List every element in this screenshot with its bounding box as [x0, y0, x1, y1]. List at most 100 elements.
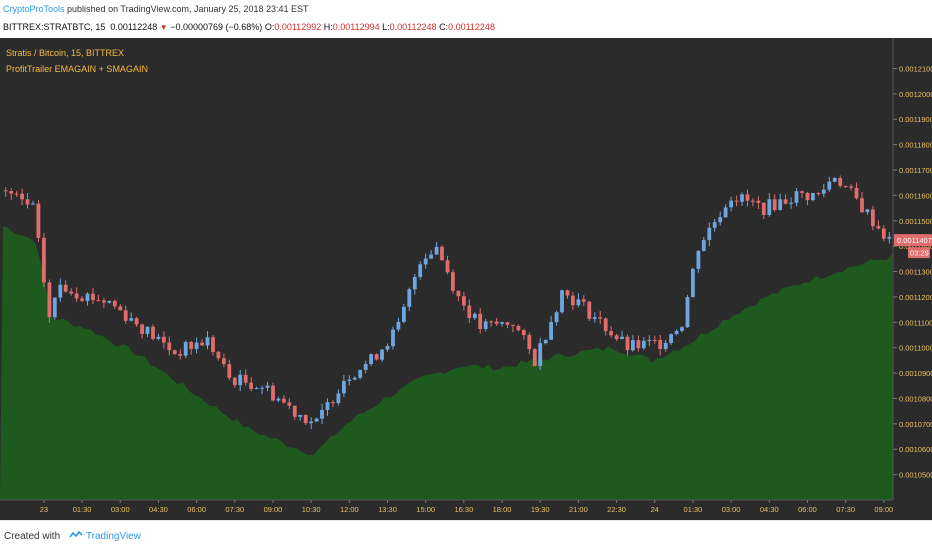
candle [211, 337, 215, 352]
candle [91, 293, 95, 301]
candle [505, 322, 510, 325]
candle [445, 260, 450, 273]
candle [238, 374, 243, 386]
candle [391, 329, 395, 347]
candle [407, 289, 412, 307]
candle [800, 191, 804, 193]
candle [74, 293, 79, 299]
candle [156, 336, 161, 339]
candle [712, 222, 717, 228]
candle [320, 409, 324, 419]
created-with-text: Created with [4, 531, 61, 542]
candle [521, 330, 526, 336]
candle [374, 354, 379, 360]
candle [805, 192, 810, 201]
candle [456, 290, 461, 297]
low-label: L: [382, 22, 390, 32]
candle [129, 318, 134, 321]
author-link[interactable]: CryptoProTools [3, 4, 65, 14]
candle [9, 191, 14, 194]
price-tick-label: 0.00120000 [899, 90, 932, 99]
candle [347, 379, 352, 381]
candle [887, 236, 892, 239]
candle [385, 346, 390, 350]
candle [325, 402, 330, 410]
candle [658, 340, 663, 349]
candle [543, 339, 548, 344]
time-tick-label: 03:00 [111, 505, 130, 514]
candle [52, 297, 57, 318]
candle [871, 209, 875, 227]
candle [636, 340, 641, 349]
candle [118, 306, 123, 311]
open-value: 0.00112992 [274, 22, 322, 32]
time-tick-label: 24 [651, 505, 659, 514]
candle [123, 310, 128, 321]
candle [31, 203, 35, 205]
candle [363, 364, 368, 370]
created-with: Created with TradingView [4, 530, 141, 542]
candle [881, 228, 886, 239]
close-value: 0.00112248 [448, 22, 495, 32]
candle [429, 254, 433, 259]
candle [14, 193, 19, 195]
candle [631, 340, 635, 351]
time-tick-label: 04:30 [760, 505, 779, 514]
candle [494, 321, 499, 324]
close-label: C: [439, 22, 449, 32]
candle [489, 321, 493, 323]
candle [849, 186, 853, 188]
candle [36, 203, 41, 238]
candle [309, 421, 313, 424]
candle [271, 385, 275, 401]
candle [276, 398, 281, 401]
time-tick-label: 16:30 [454, 505, 473, 514]
candle [249, 382, 253, 389]
candle [843, 185, 848, 187]
time-tick-label: 04:30 [149, 505, 168, 514]
candle [581, 299, 586, 302]
candle [282, 398, 286, 403]
candle [756, 200, 761, 203]
candle [767, 199, 772, 215]
indicator-area [0, 225, 893, 500]
candle [42, 237, 46, 283]
candle [827, 181, 832, 190]
tradingview-brand-link[interactable]: TradingView [85, 531, 141, 542]
candle [243, 374, 248, 383]
candle [25, 199, 30, 205]
candle [336, 393, 341, 404]
candle [418, 264, 423, 277]
candle [314, 418, 319, 422]
candle [96, 300, 101, 302]
candle [696, 250, 701, 269]
candle [80, 298, 84, 301]
tradingview-logo-icon [69, 530, 83, 538]
time-tick-label: 15:00 [416, 505, 435, 514]
candle [69, 291, 74, 294]
publish-header: CryptoProTools published on TradingView.… [0, 0, 932, 38]
candle [483, 321, 488, 329]
candle [811, 193, 815, 201]
candle [380, 349, 384, 360]
candle [47, 282, 52, 318]
price-tick-label: 0.00121000 [899, 64, 932, 73]
candle [538, 343, 543, 366]
time-tick-label: 07:30 [225, 505, 244, 514]
candle [761, 202, 766, 215]
candle [500, 322, 504, 324]
candle [178, 354, 183, 356]
candle [451, 272, 455, 291]
candle [434, 246, 439, 255]
candle [151, 326, 155, 339]
candle [751, 200, 755, 202]
candle [620, 336, 624, 340]
candle [832, 178, 837, 182]
candle [352, 377, 357, 380]
time-tick-label: 19:30 [531, 505, 550, 514]
